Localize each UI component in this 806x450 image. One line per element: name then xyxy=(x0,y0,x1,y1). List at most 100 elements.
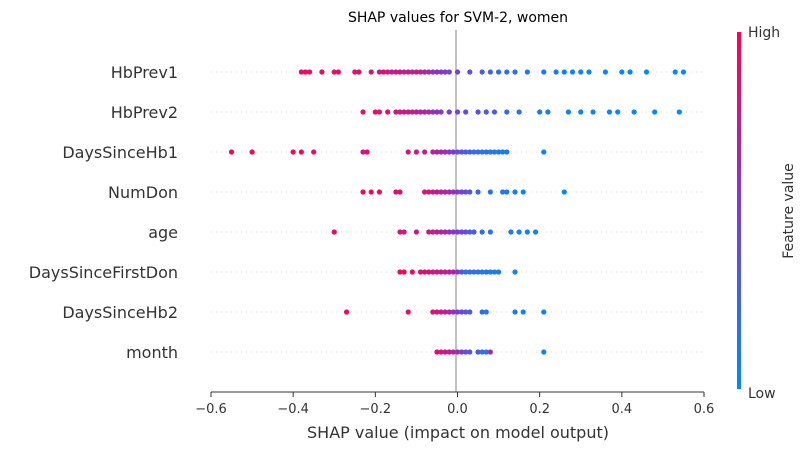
point-month xyxy=(438,349,444,355)
point-DaysSinceHb1 xyxy=(495,149,502,155)
point-HbPrev1 xyxy=(385,69,391,75)
point-HbPrev2 xyxy=(422,109,428,115)
point-DaysSinceHb1 xyxy=(463,149,469,155)
point-DaysSinceHb1 xyxy=(479,149,485,155)
point-HbPrev2 xyxy=(405,109,411,115)
point-DaysSinceHb1 xyxy=(413,149,420,155)
point-DaysSinceHb1 xyxy=(504,149,510,155)
point-DaysSinceFirstDon xyxy=(463,269,469,275)
point-HbPrev2 xyxy=(413,109,420,115)
point-DaysSinceHb1 xyxy=(228,149,235,155)
point-DaysSinceFirstDon xyxy=(438,269,444,275)
point-age xyxy=(524,229,530,235)
point-HbPrev1 xyxy=(495,69,502,75)
feature-label-HbPrev2: HbPrev2 xyxy=(111,103,178,122)
point-HbPrev2 xyxy=(590,109,596,115)
point-HbPrev2 xyxy=(438,109,444,115)
feature-label-DaysSinceFirstDon: DaysSinceFirstDon xyxy=(29,263,178,282)
point-HbPrev1 xyxy=(512,69,518,75)
point-HbPrev2 xyxy=(434,109,440,115)
point-DaysSinceHb2 xyxy=(520,309,526,315)
point-NumDon xyxy=(376,189,383,195)
point-HbPrev2 xyxy=(631,109,637,115)
point-DaysSinceHb1 xyxy=(491,149,498,155)
point-HbPrev1 xyxy=(467,69,473,75)
point-DaysSinceHb2 xyxy=(459,309,465,315)
point-DaysSinceHb2 xyxy=(405,309,411,315)
point-NumDon xyxy=(487,189,493,195)
x-axis-label: SHAP value (impact on model output) xyxy=(307,423,609,442)
point-NumDon xyxy=(422,189,428,195)
point-HbPrev1 xyxy=(569,69,576,75)
point-HbPrev2 xyxy=(454,109,461,115)
point-HbPrev2 xyxy=(401,109,407,115)
point-DaysSinceFirstDon xyxy=(487,269,493,275)
x-tick-label: 0.4 xyxy=(611,402,632,417)
point-age xyxy=(442,229,448,235)
point-DaysSinceHb1 xyxy=(290,149,296,155)
point-DaysSinceFirstDon xyxy=(434,269,440,275)
point-HbPrev1 xyxy=(487,69,493,75)
point-DaysSinceHb1 xyxy=(483,149,489,155)
point-HbPrev2 xyxy=(491,109,498,115)
point-HbPrev1 xyxy=(442,69,448,75)
point-age xyxy=(459,229,465,235)
point-HbPrev2 xyxy=(409,109,415,115)
point-DaysSinceHb2 xyxy=(454,309,461,315)
point-DaysSinceFirstDon xyxy=(495,269,502,275)
point-NumDon xyxy=(442,189,448,195)
point-HbPrev2 xyxy=(545,109,551,115)
point-DaysSinceFirstDon xyxy=(475,269,481,275)
point-DaysSinceHb1 xyxy=(500,149,506,155)
point-month xyxy=(434,349,440,355)
feature-label-DaysSinceHb2: DaysSinceHb2 xyxy=(62,303,178,322)
point-HbPrev1 xyxy=(389,69,395,75)
point-DaysSinceHb1 xyxy=(249,149,255,155)
point-HbPrev2 xyxy=(578,109,584,115)
point-NumDon xyxy=(500,189,506,195)
point-month xyxy=(454,349,461,355)
point-HbPrev1 xyxy=(393,69,399,75)
x-axis-ticks: −0.6 −0.4 −0.2 0.0 0.2 0.4 0.6 xyxy=(195,392,714,417)
point-DaysSinceFirstDon xyxy=(491,269,498,275)
point-HbPrev1 xyxy=(298,69,304,75)
point-DaysSinceHb2 xyxy=(442,309,448,315)
point-HbPrev1 xyxy=(397,69,403,75)
point-month xyxy=(450,349,456,355)
point-HbPrev1 xyxy=(479,69,485,75)
point-HbPrev2 xyxy=(393,109,399,115)
point-HbPrev2 xyxy=(463,109,469,115)
point-HbPrev2 xyxy=(385,109,391,115)
point-NumDon xyxy=(397,189,403,195)
point-DaysSinceHb1 xyxy=(430,149,436,155)
point-DaysSinceFirstDon xyxy=(430,269,436,275)
point-HbPrev2 xyxy=(372,109,378,115)
point-HbPrev1 xyxy=(405,69,411,75)
point-DaysSinceHb1 xyxy=(405,149,411,155)
point-HbPrev1 xyxy=(504,69,510,75)
point-HbPrev1 xyxy=(627,69,633,75)
point-age xyxy=(397,229,403,235)
point-DaysSinceHb1 xyxy=(475,149,481,155)
point-HbPrev2 xyxy=(376,109,383,115)
point-HbPrev1 xyxy=(578,69,584,75)
point-age xyxy=(532,229,539,235)
point-HbPrev1 xyxy=(561,69,567,75)
point-NumDon xyxy=(459,189,465,195)
point-month xyxy=(541,349,547,355)
x-tick-label: 0.6 xyxy=(694,402,715,417)
point-DaysSinceHb2 xyxy=(467,309,473,315)
point-NumDon xyxy=(512,189,518,195)
point-DaysSinceHb2 xyxy=(479,309,485,315)
point-age xyxy=(516,229,522,235)
point-NumDon xyxy=(454,189,461,195)
point-DaysSinceHb1 xyxy=(438,149,444,155)
point-DaysSinceHb2 xyxy=(483,309,489,315)
point-age xyxy=(434,229,440,235)
point-NumDon xyxy=(475,189,481,195)
point-HbPrev1 xyxy=(619,69,625,75)
point-DaysSinceFirstDon xyxy=(450,269,456,275)
point-NumDon xyxy=(393,189,399,195)
point-HbPrev2 xyxy=(446,109,452,115)
